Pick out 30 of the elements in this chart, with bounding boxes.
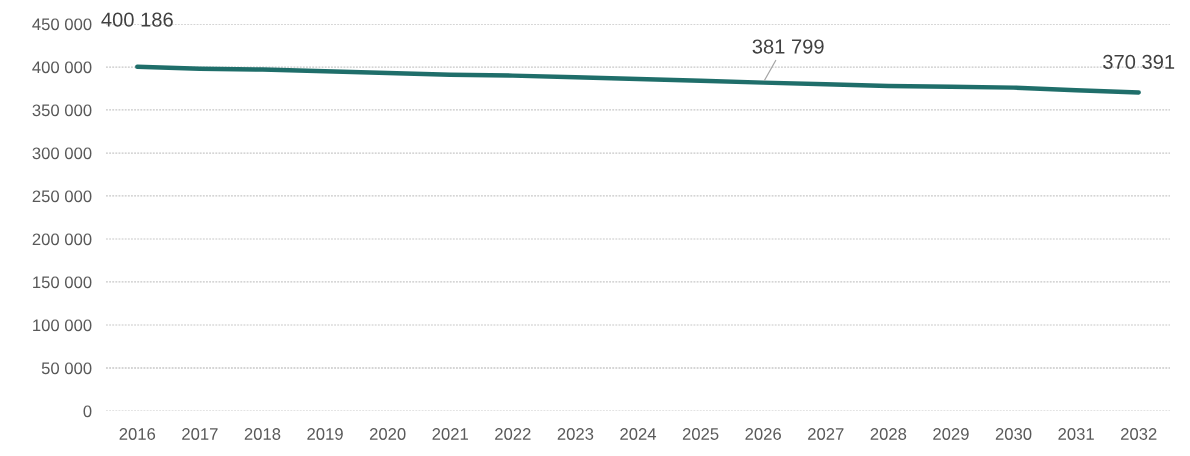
y-tick-label: 50 000	[41, 362, 92, 375]
y-tick-label: 150 000	[33, 276, 92, 289]
y-tick-label: 0	[83, 405, 92, 418]
y-tick-label: 350 000	[32, 104, 92, 117]
y-tick-label: 250 000	[32, 190, 92, 203]
x-tick-label: 2032	[1121, 428, 1157, 440]
x-tick-label: 2022	[495, 428, 531, 440]
x-tick-label: 2025	[682, 428, 719, 440]
y-tick-label: 400 000	[32, 61, 92, 74]
x-tick-label: 2018	[244, 428, 281, 440]
x-tick-label: 2019	[307, 428, 343, 440]
y-tick-label: 300 000	[32, 147, 92, 160]
x-tick-label: 2030	[995, 428, 1032, 440]
x-tick-label: 2024	[620, 428, 657, 440]
x-tick-label: 2029	[933, 428, 969, 440]
x-tick-label: 2028	[870, 428, 907, 440]
x-tick-label: 2023	[557, 428, 594, 440]
y-tick-label: 100 000	[33, 319, 92, 332]
y-tick-label: 200 000	[32, 233, 92, 246]
data-label: 400 186	[101, 12, 173, 27]
y-tick-label: 450 000	[32, 18, 92, 31]
x-tick-label: 2021	[432, 428, 468, 440]
x-tick-label: 2031	[1058, 428, 1094, 440]
data-label: 381 799	[752, 39, 824, 54]
x-tick-label: 2017	[182, 428, 218, 440]
x-tick-label: 2026	[745, 428, 781, 440]
x-tick-label: 2027	[808, 428, 844, 440]
data-label: 370 391	[1103, 54, 1175, 70]
x-tick-label: 2020	[369, 428, 406, 440]
x-tick-label: 2016	[119, 428, 156, 440]
